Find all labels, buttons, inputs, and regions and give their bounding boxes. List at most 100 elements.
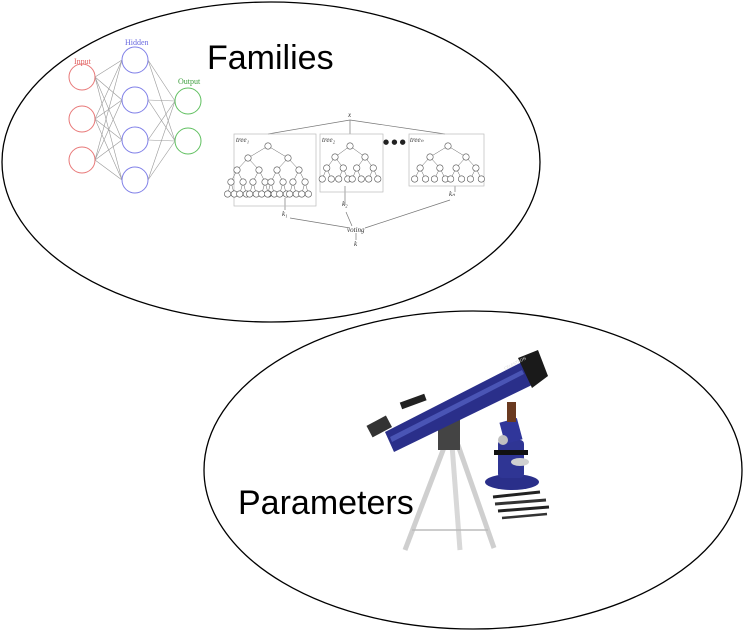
forest-background xyxy=(232,100,487,248)
forest-tree-2-node xyxy=(318,175,326,183)
forest-arrows xyxy=(267,119,456,240)
forest-ellipsis: ● ● ● xyxy=(383,138,406,146)
tool-4 xyxy=(501,512,548,520)
microscope-mirror xyxy=(511,458,529,466)
instruments-image: CELESTRON xyxy=(358,343,554,551)
random-forest-icon: x tree₁ tree₂ treeₙ ● ● ● k₁ k₂ kₙ votin… xyxy=(224,100,487,248)
nn-output-label: Output xyxy=(178,77,201,86)
nn-hidden-node xyxy=(121,126,149,154)
forest-tree-2-node xyxy=(361,153,369,161)
nn-edge xyxy=(94,59,123,78)
nn-edge xyxy=(94,76,123,181)
nn-hidden-node xyxy=(121,46,149,74)
forest-tree-1-node xyxy=(286,190,294,198)
forest-tree-1-node xyxy=(261,178,269,186)
forest-tree-2-node xyxy=(348,175,356,183)
forest-tree-1-node xyxy=(276,190,284,198)
forest-tree-n-node xyxy=(466,175,474,183)
forest-tree-2-node xyxy=(374,175,382,183)
forest-tree-2-node xyxy=(365,175,373,183)
tripod-leg-center xyxy=(449,444,463,551)
forest-tree-n-node xyxy=(416,164,424,172)
families-label: Families xyxy=(207,39,334,77)
tool-2 xyxy=(494,498,547,506)
forest-tree-edge xyxy=(447,145,467,158)
nn-edge xyxy=(94,59,123,161)
nn-hidden-node xyxy=(121,166,149,194)
forest-tree-2-node xyxy=(353,164,361,172)
tripod-leg-left xyxy=(402,444,448,551)
nn-output-node xyxy=(174,127,202,155)
microscope-knob xyxy=(498,435,508,445)
forest-tree-1-node xyxy=(267,178,275,186)
nn-edge xyxy=(147,140,176,181)
forest-tree-n-node xyxy=(426,153,434,161)
forest-tree-n-node xyxy=(444,142,452,150)
neural-network-icon: Input Hidden Output xyxy=(68,38,202,194)
forest-tree-1-node xyxy=(233,166,241,174)
tripod-leg-right xyxy=(455,444,497,549)
forest-tree-2-node xyxy=(323,164,331,172)
forest-tree-n-node xyxy=(447,175,455,183)
forest-tree-1-node xyxy=(255,166,263,174)
nn-edge xyxy=(94,76,123,101)
nn-output-node xyxy=(174,87,202,115)
telescope-icon: CELESTRON xyxy=(366,350,548,551)
nn-edge xyxy=(94,59,123,120)
tree-label-2: tree₂ xyxy=(322,136,336,144)
forest-tree-n-node xyxy=(462,153,470,161)
nn-edge xyxy=(94,99,123,161)
forest-tree-n-node xyxy=(477,175,485,183)
nn-input-label: Input xyxy=(74,57,92,66)
nn-edge xyxy=(147,99,176,102)
nn-edge xyxy=(147,59,176,102)
telescope-tube-highlight xyxy=(390,370,524,442)
forest-tree-1-node xyxy=(224,190,232,198)
parameters-ellipse xyxy=(203,310,743,630)
nn-input-node xyxy=(68,146,96,174)
nn-edge xyxy=(147,100,176,181)
microscope-base xyxy=(485,474,539,490)
forest-tree-1-node xyxy=(236,190,244,198)
parameters-label: Parameters xyxy=(238,484,414,522)
forest-tree-n-node xyxy=(472,164,480,172)
nn-edge xyxy=(94,159,123,181)
forest-tree-n-node xyxy=(436,164,444,172)
forest-tree-1-node xyxy=(298,190,306,198)
forest-tree-2-node xyxy=(331,153,339,161)
forest-tree-n-node xyxy=(422,175,430,183)
forest-tree-1-node xyxy=(258,190,266,198)
microscope-eyepiece xyxy=(507,402,516,422)
microscope-arm xyxy=(498,440,524,478)
forest-tree-1-node xyxy=(295,166,303,174)
forest-tree-1-node xyxy=(249,178,257,186)
tree-output-1: k₁ xyxy=(282,210,288,218)
forest-tree-n-node xyxy=(452,164,460,172)
forest-tree-1-node xyxy=(301,178,309,186)
forest-tree-1-node xyxy=(304,190,312,198)
forest-input-label: x xyxy=(347,111,352,119)
telescope-eyepiece xyxy=(366,415,392,438)
forest-tree-1-node xyxy=(244,154,252,162)
tree-output-2: k₂ xyxy=(342,200,348,208)
nn-edges xyxy=(94,59,176,181)
nn-hidden-node xyxy=(121,86,149,114)
nn-input-node xyxy=(68,63,96,91)
forest-tree-n-node xyxy=(411,175,419,183)
forest-tree-2-node xyxy=(335,175,343,183)
tree-label-1: tree₁ xyxy=(236,136,249,144)
forest-tree-1-node xyxy=(289,178,297,186)
forest-trees xyxy=(224,142,485,198)
forest-tree-2-node xyxy=(339,164,347,172)
forest-tree-1-node xyxy=(227,178,235,186)
forest-tree-1-node xyxy=(239,178,247,186)
nn-nodes xyxy=(68,46,202,194)
tree-output-n: kₙ xyxy=(449,190,455,198)
forest-tree-edge xyxy=(429,145,449,158)
forest-tree-2-node xyxy=(346,142,354,150)
forest-tree-1-node xyxy=(279,178,287,186)
forest-tree-1-node xyxy=(264,190,272,198)
microscope-stage xyxy=(494,450,528,455)
